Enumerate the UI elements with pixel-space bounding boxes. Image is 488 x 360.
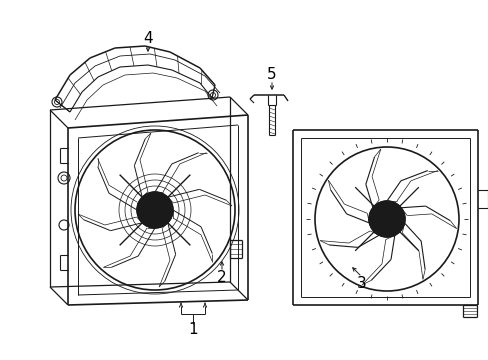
Text: 2: 2	[217, 270, 226, 285]
Circle shape	[368, 201, 404, 237]
Text: 3: 3	[356, 275, 366, 291]
Text: 5: 5	[266, 67, 276, 81]
Circle shape	[137, 192, 173, 228]
Text: 1: 1	[188, 323, 198, 338]
Text: 4: 4	[143, 31, 153, 45]
